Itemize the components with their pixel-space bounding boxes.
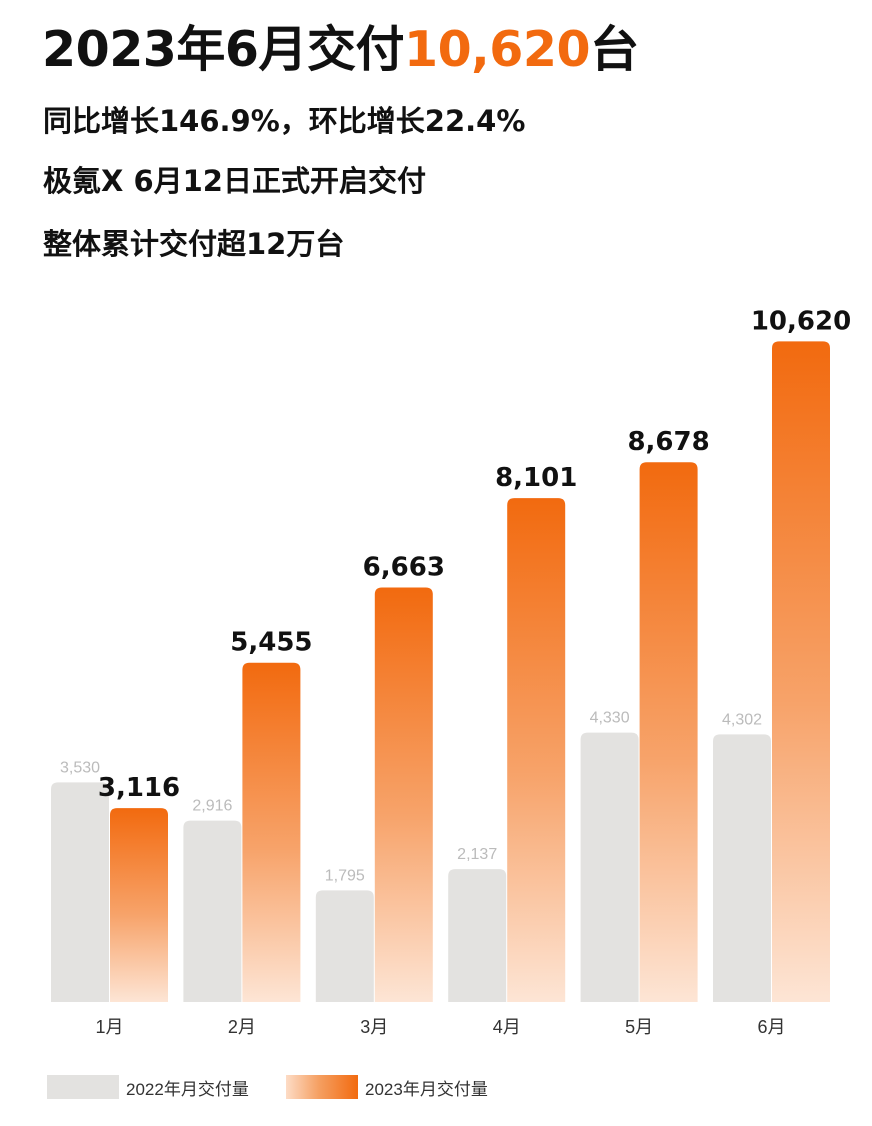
bar-2023-5 (639, 462, 698, 1002)
legend-item-2023: 2023年月交付量 (286, 1072, 488, 1102)
bar-2023-2 (242, 662, 301, 1002)
bar-2023-4 (507, 498, 566, 1002)
cumulative-delivery-line: 整体累计交付超12万台 (43, 227, 345, 261)
headline-suffix: 台 (590, 21, 639, 78)
bar-2022-2 (183, 820, 242, 1002)
bar-2022-6 (713, 734, 771, 1002)
x-tick-label-1: 1月 (95, 1017, 123, 1037)
x-tick-label-4: 4月 (493, 1017, 521, 1037)
label-2022-6: 4,302 (722, 711, 762, 728)
legend-label-2022: 2022年月交付量 (126, 1079, 249, 1099)
bar-2022-4 (448, 869, 507, 1002)
bar-2023-3 (374, 587, 433, 1002)
label-2023-2: 5,455 (230, 628, 312, 658)
legend-item-2022: 2022年月交付量 (47, 1072, 249, 1102)
label-2023-1: 3,116 (98, 773, 180, 803)
label-2022-1: 3,530 (60, 759, 100, 776)
yoy-mom-growth-line: 同比增长146.9%，环比增长22.4% (43, 104, 526, 138)
headline-highlight: 10,620 (403, 21, 591, 78)
bar-2022-1 (51, 782, 109, 1002)
label-2023-4: 8,101 (495, 463, 577, 493)
label-2022-5: 4,330 (590, 710, 630, 727)
headline: 2023年6月交付10,620台 (42, 14, 639, 86)
legend-swatch-2022 (47, 1075, 119, 1099)
x-tick-label-5: 5月 (625, 1017, 653, 1037)
legend-swatch-2023 (286, 1075, 358, 1099)
x-tick-label-3: 3月 (360, 1017, 388, 1037)
headline-prefix: 2023年6月交付 (42, 21, 404, 78)
label-2022-3: 1,795 (325, 867, 365, 884)
label-2023-6: 10,620 (751, 306, 851, 336)
bar-2022-3 (315, 890, 374, 1002)
bar-2023-1 (110, 808, 168, 1002)
bar-2023-6 (772, 341, 830, 1002)
x-tick-label-6: 6月 (757, 1017, 785, 1037)
legend-label-2023: 2023年月交付量 (365, 1079, 488, 1099)
label-2022-4: 2,137 (457, 846, 497, 863)
bar-2022-5 (580, 732, 639, 1002)
label-2023-5: 8,678 (627, 427, 709, 457)
label-2023-3: 6,663 (363, 553, 445, 583)
x-tick-label-2: 2月 (228, 1017, 256, 1037)
zeekr-x-delivery-line: 极氪X 6月12日正式开启交付 (43, 164, 426, 198)
label-2022-2: 2,916 (192, 798, 232, 815)
